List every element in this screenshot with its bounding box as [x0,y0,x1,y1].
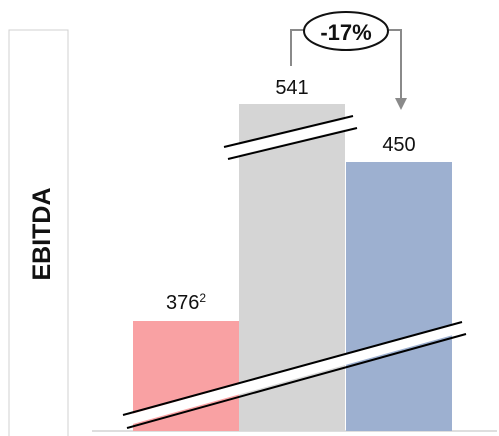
data-label-376-sup: 2 [199,291,206,305]
data-label-376-main: 376 [166,292,199,314]
data-label-541-main: 541 [275,77,308,99]
y-axis-label: EBITDA [28,187,56,280]
y-axis-label-box [8,29,69,436]
data-label-541: 541 [275,77,308,99]
data-label-450-main: 450 [382,134,415,156]
data-label-450: 450 [382,134,415,156]
change-connector [290,29,401,104]
axis-break-upper [223,115,358,160]
change-label: -17% [320,20,371,45]
axis-break-lower [122,321,467,429]
data-label-376: 3762 [166,291,206,314]
change-bubble [303,11,389,51]
bar-450 [346,162,452,431]
